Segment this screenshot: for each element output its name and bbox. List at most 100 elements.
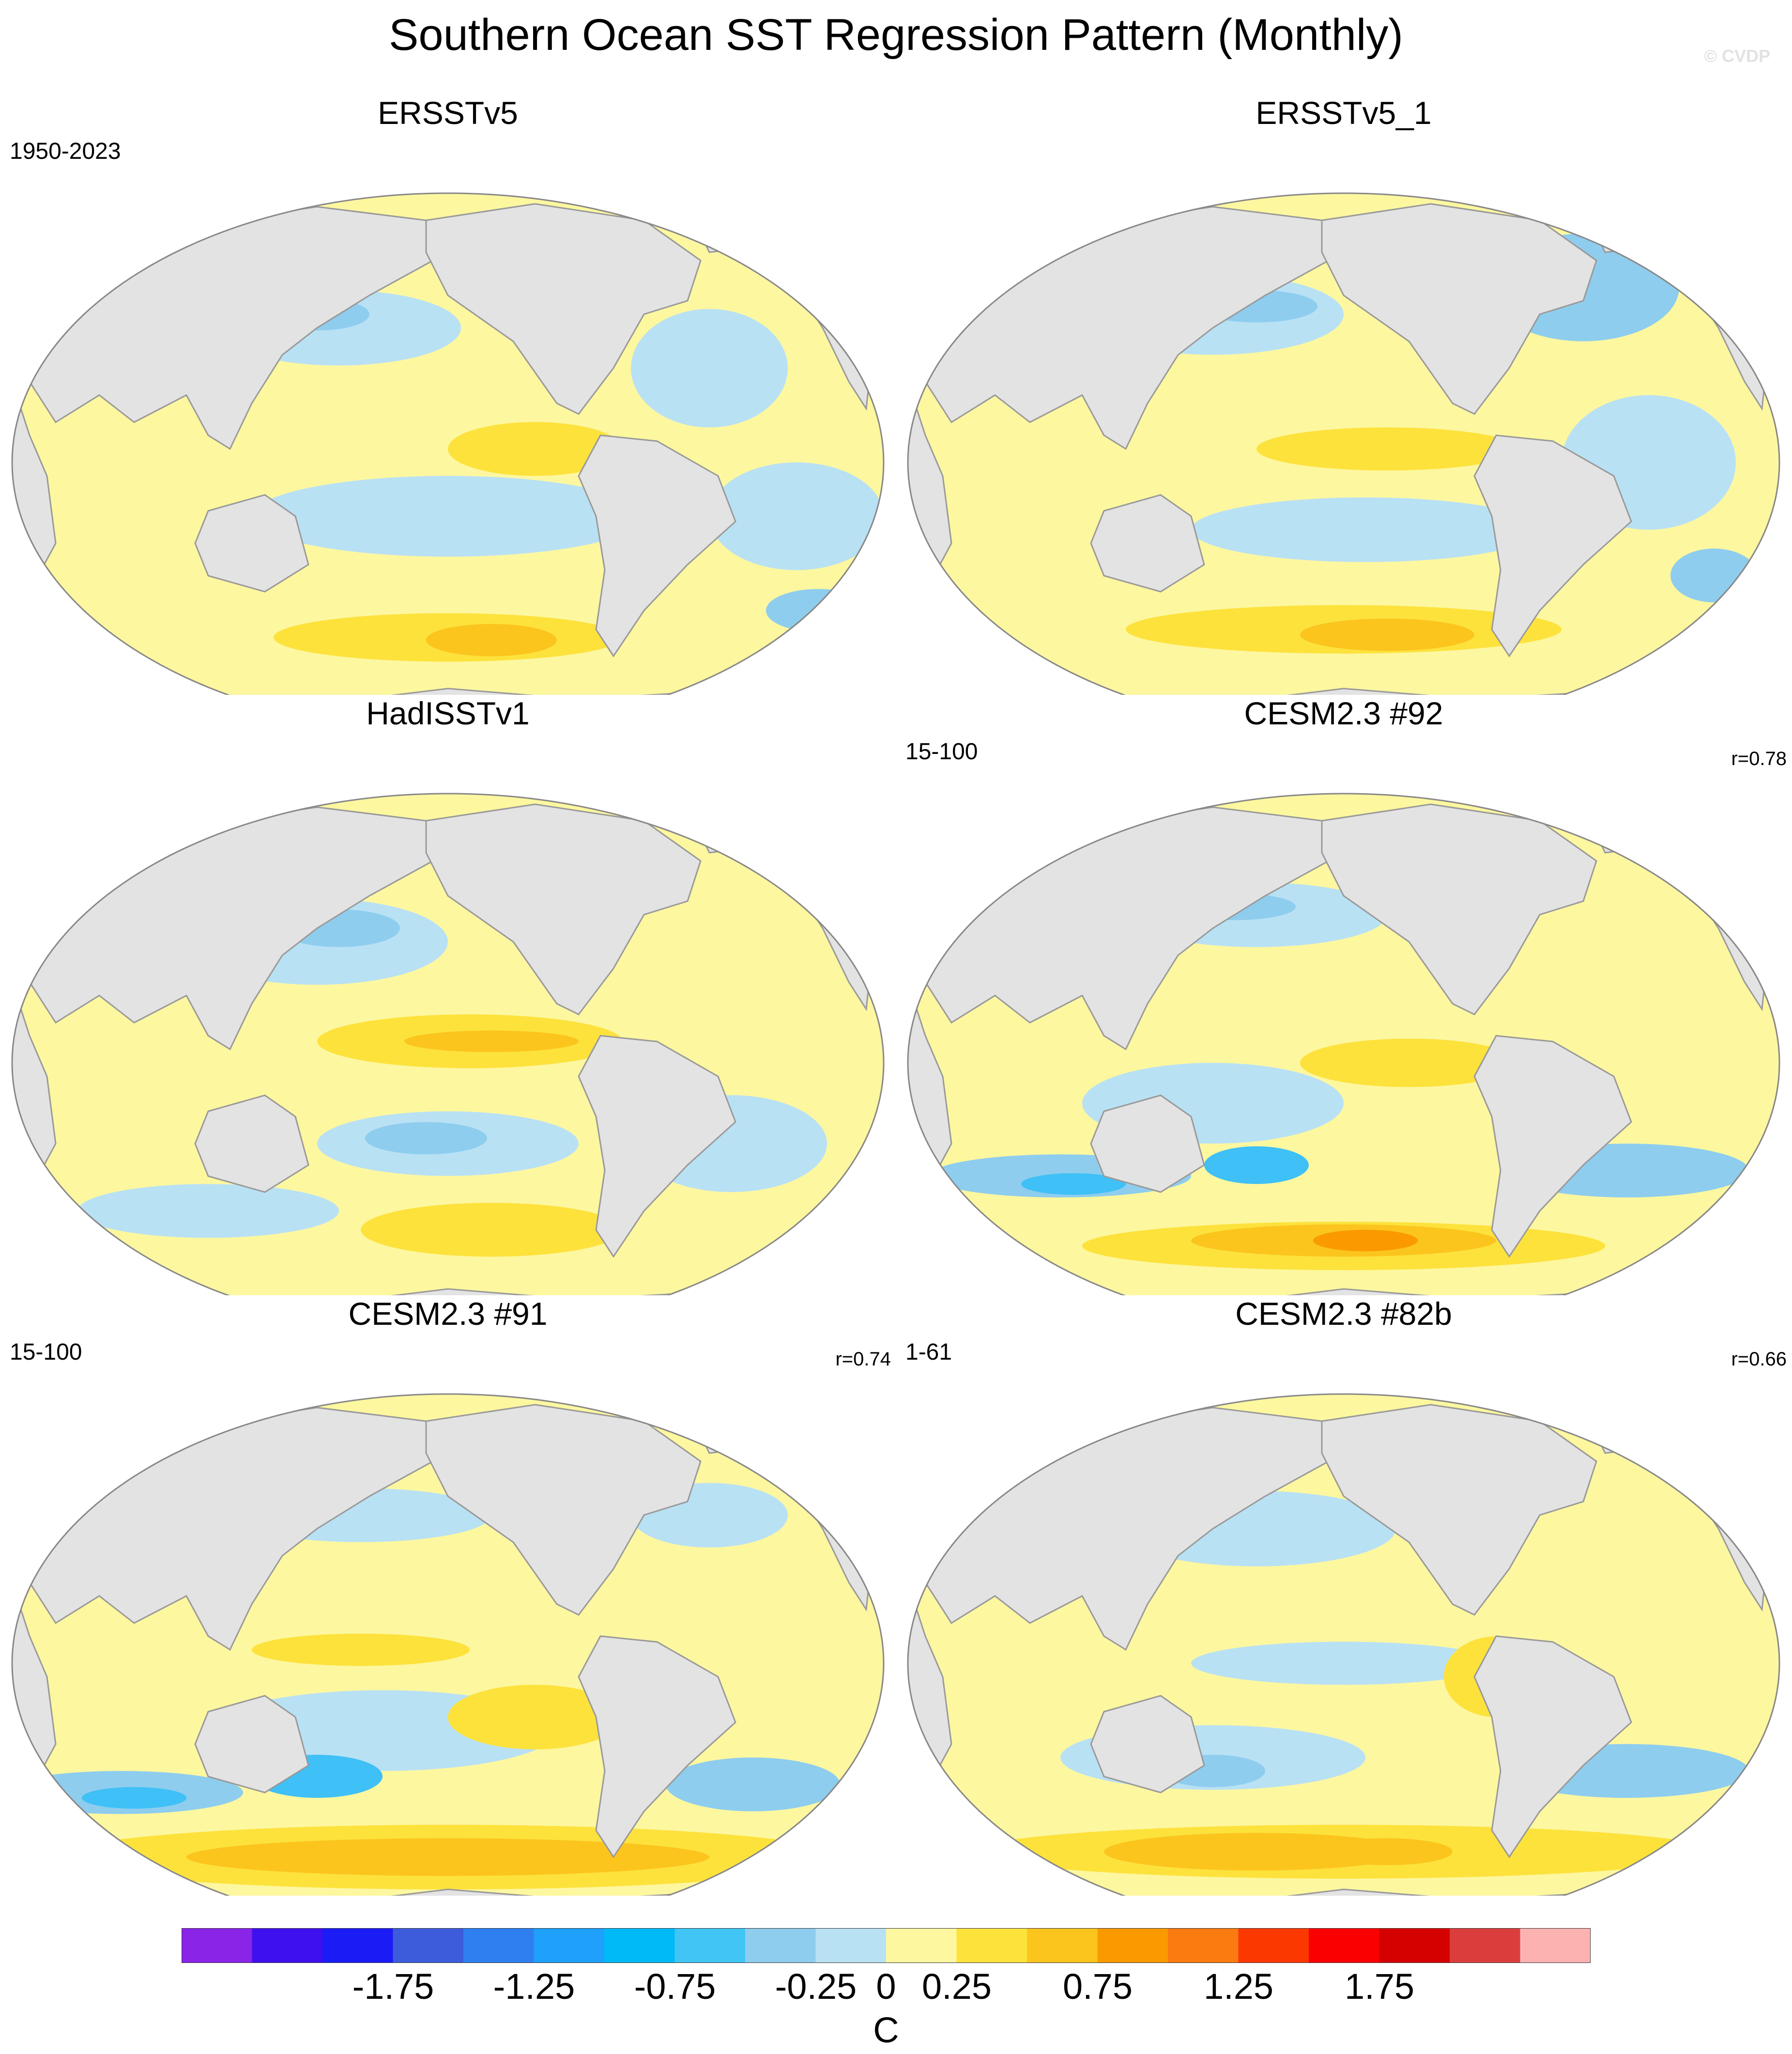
sst-map <box>907 793 1780 1295</box>
anomaly-region <box>1670 548 1758 603</box>
anomaly-region <box>82 1787 186 1809</box>
colorbar-cell <box>182 1928 252 1963</box>
panel-title: CESM2.3 #91 <box>348 1296 548 1332</box>
anomaly-region <box>1322 1838 1453 1865</box>
colorbar-cell <box>956 1928 1027 1963</box>
colorbar-cell <box>1027 1928 1098 1963</box>
anomaly-region <box>404 1030 579 1052</box>
land-antarctica <box>951 1288 1736 1295</box>
anomaly-region <box>1191 1641 1496 1685</box>
anomaly-region <box>709 462 884 570</box>
map-panel: CESM2.3 #92 15-100 r=0.78 <box>896 695 1792 1295</box>
anomaly-region <box>766 589 871 632</box>
map-border <box>11 1393 885 1896</box>
colorbar-cell <box>745 1928 816 1963</box>
map-panel: ERSSTv5 1950-2023 <box>0 94 896 695</box>
map-panel: CESM2.3 #91 15-100 r=0.74 <box>0 1295 896 1896</box>
land-australia <box>194 1094 309 1193</box>
anomaly-region <box>631 309 788 428</box>
colorbar-tick-label: 0.75 <box>1062 1966 1133 2007</box>
anomaly-region <box>1313 1229 1418 1252</box>
colorbar-tick-label: 1.75 <box>1344 1966 1415 2007</box>
land-australia <box>194 494 309 593</box>
panel-title: CESM2.3 #82b <box>1235 1296 1452 1332</box>
colorbar-cell <box>604 1928 675 1963</box>
panel-title: ERSSTv5 <box>378 95 518 131</box>
colorbar-cell <box>1168 1928 1239 1963</box>
land-samerica <box>1473 1035 1632 1258</box>
panel-period-label: 15-100 <box>905 739 978 765</box>
colorbar-unit-label: C <box>873 2010 899 2050</box>
anomaly-region <box>1204 1146 1309 1184</box>
anomaly-region <box>1300 618 1474 651</box>
anomaly-region <box>361 1203 622 1257</box>
map-border <box>907 192 1780 695</box>
map-border <box>907 793 1780 1295</box>
colorbar-cell <box>252 1928 323 1963</box>
colorbar-tick-label: -1.75 <box>352 1966 434 2007</box>
colorbar-cell <box>674 1928 746 1963</box>
colorbar-cell <box>886 1928 957 1963</box>
cvdp-watermark: © CVDP <box>1704 46 1770 66</box>
colorbar-cell <box>534 1928 605 1963</box>
sst-map <box>907 192 1780 695</box>
anomaly-region <box>666 1757 840 1811</box>
anomaly-region <box>1300 1038 1518 1088</box>
colorbar-cell <box>1379 1928 1450 1963</box>
land-samerica <box>1473 1635 1632 1858</box>
panel-title: HadISSTv1 <box>366 695 530 731</box>
colorbar-tick-label: 1.25 <box>1203 1966 1274 2007</box>
land-australia <box>194 1695 309 1793</box>
map-border <box>907 1393 1780 1896</box>
anomaly-region <box>1021 1173 1126 1195</box>
sst-map <box>11 793 885 1295</box>
anomaly-region <box>1104 1833 1409 1871</box>
land-samerica <box>578 434 736 658</box>
land-australia <box>1090 1094 1205 1193</box>
map-border <box>11 793 885 1295</box>
panel-period-label: 1-61 <box>905 1339 952 1365</box>
colorbar-cell <box>322 1928 393 1963</box>
anomaly-region <box>448 1685 622 1749</box>
panel-period-label: 1950-2023 <box>10 138 121 164</box>
land-antarctica <box>951 688 1736 695</box>
anomaly-region <box>252 475 644 557</box>
land-antarctica <box>55 1888 841 1896</box>
colorbar-cell <box>463 1928 534 1963</box>
anomaly-region <box>426 624 557 657</box>
map-panel: ERSSTv5_1 <box>896 94 1792 695</box>
land-antarctica <box>55 1288 841 1295</box>
anomaly-region <box>448 422 622 476</box>
colorbar-tick-label: -0.75 <box>634 1966 716 2007</box>
colorbar-tick-label: 0 <box>876 1966 896 2007</box>
panel-title: ERSSTv5_1 <box>1256 95 1432 131</box>
colorbar-cell <box>1309 1928 1379 1963</box>
anomaly-region <box>34 408 165 570</box>
colorbar-cell <box>1520 1928 1591 1963</box>
colorbar <box>182 1928 1591 1963</box>
anomaly-region <box>365 1122 487 1155</box>
colorbar-cell <box>393 1928 464 1963</box>
land-australia <box>1090 1695 1205 1793</box>
colorbar-tick-label: -1.25 <box>493 1966 575 2007</box>
map-border <box>11 192 885 695</box>
land-antarctica <box>951 1888 1736 1896</box>
figure-title: Southern Ocean SST Regression Pattern (M… <box>389 10 1403 60</box>
land-samerica <box>578 1035 736 1258</box>
panel-correlation-label: r=0.74 <box>835 1349 891 1370</box>
sst-map <box>11 1393 885 1896</box>
panel-correlation-label: r=0.66 <box>1731 1349 1787 1370</box>
colorbar-tick-label: -0.25 <box>775 1966 857 2007</box>
land-australia <box>1090 494 1205 593</box>
map-panel: HadISSTv1 <box>0 695 896 1295</box>
colorbar-cell <box>815 1928 887 1963</box>
sst-map <box>11 192 885 695</box>
colorbar-tick-label: 0.25 <box>921 1966 992 2007</box>
land-samerica <box>578 1635 736 1858</box>
panel-title: CESM2.3 #92 <box>1244 695 1443 731</box>
land-antarctica <box>55 688 841 695</box>
colorbar-cell <box>1097 1928 1168 1963</box>
colorbar-cell <box>1238 1928 1309 1963</box>
panel-correlation-label: r=0.78 <box>1731 748 1787 769</box>
anomaly-region <box>252 1633 470 1666</box>
